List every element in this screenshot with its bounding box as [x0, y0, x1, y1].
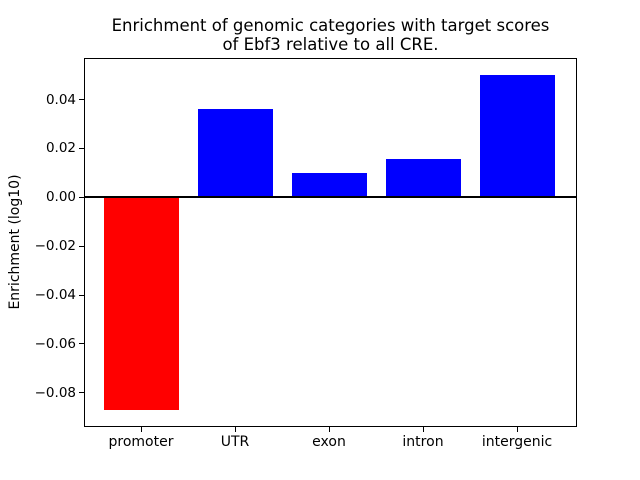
y-tick-mark [79, 294, 84, 296]
x-tick-label-UTR: UTR [220, 434, 250, 450]
y-tick-label: 0.02 [45, 140, 76, 157]
x-tick-mark [328, 427, 330, 432]
x-tick-mark [140, 427, 142, 432]
y-tick-mark [79, 343, 84, 345]
y-tick-label: 0.04 [45, 91, 76, 108]
y-tick-mark [79, 99, 84, 101]
x-tick-label-intergenic: intergenic [481, 434, 553, 450]
x-tick-label-promoter: promoter [108, 434, 174, 450]
bar-exon [291, 172, 367, 198]
x-tick-label-exon: exon [312, 434, 346, 450]
y-tick-mark [79, 392, 84, 394]
y-tick-mark [79, 147, 84, 149]
chart-title: Enrichment of genomic categories with ta… [84, 16, 577, 54]
chart-title-line-1: Enrichment of genomic categories with ta… [111, 16, 550, 35]
y-tick-label: −0.04 [34, 287, 76, 304]
chart-title-line-2: of Ebf3 relative to all CRE. [222, 35, 439, 54]
y-tick-label: 0.00 [45, 189, 76, 206]
zero-line [84, 196, 577, 199]
y-tick-mark [79, 245, 84, 247]
y-tick-label: −0.08 [34, 384, 76, 401]
x-tick-mark [516, 427, 518, 432]
y-tick-label: −0.02 [34, 238, 76, 255]
bar-promoter [103, 197, 179, 410]
bar-intergenic [479, 75, 555, 198]
y-tick-mark [79, 196, 84, 198]
bar-UTR [197, 109, 273, 198]
bar-intron [385, 159, 461, 198]
y-tick-label: −0.06 [34, 335, 76, 352]
x-tick-mark [422, 427, 424, 432]
x-tick-label-intron: intron [402, 434, 444, 450]
x-tick-mark [234, 427, 236, 432]
